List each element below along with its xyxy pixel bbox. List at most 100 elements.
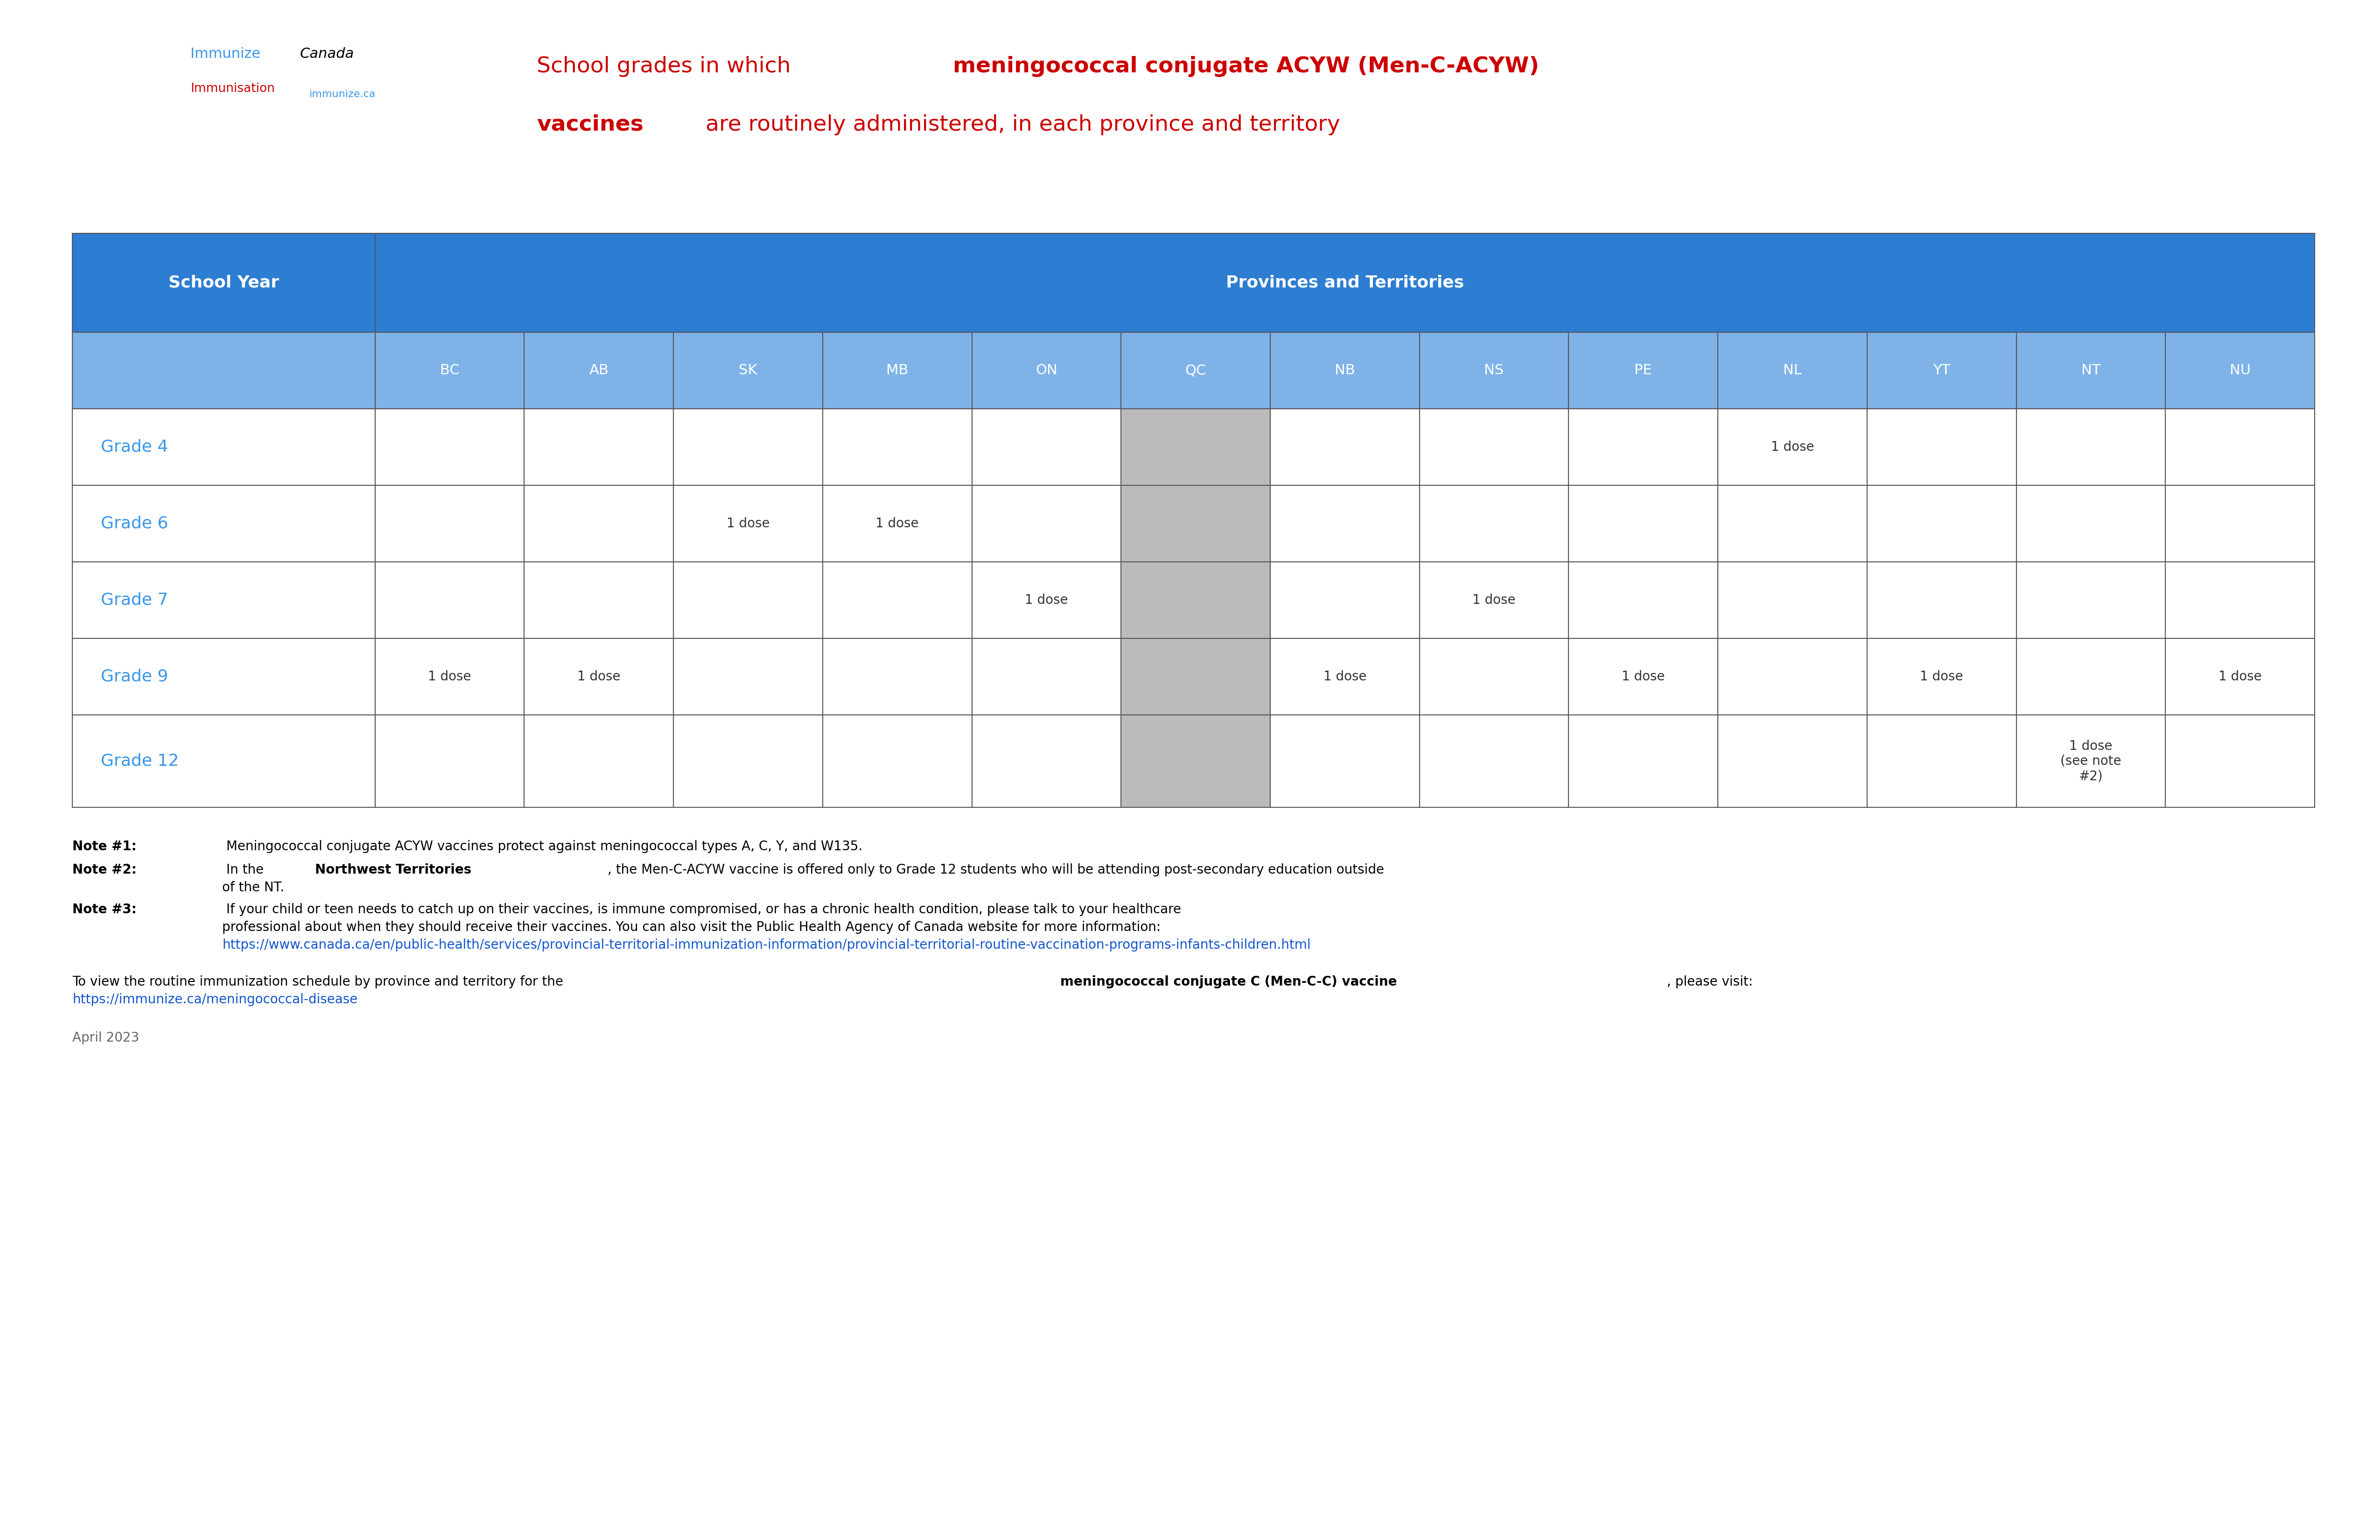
- Bar: [1271, 562, 1418, 638]
- Bar: [524, 715, 674, 807]
- Text: NT: NT: [2080, 363, 2102, 377]
- Bar: [971, 715, 1121, 807]
- Bar: [1568, 638, 1718, 715]
- Bar: [524, 485, 674, 562]
- Bar: [1418, 715, 1568, 807]
- Bar: [2016, 638, 2166, 715]
- Bar: [376, 333, 524, 408]
- Bar: [971, 333, 1121, 408]
- Bar: [1866, 638, 2016, 715]
- Text: , the Men-C-ACYW vaccine is offered only to Grade 12 students who will be attend: , the Men-C-ACYW vaccine is offered only…: [607, 864, 1385, 876]
- Bar: [71, 485, 376, 562]
- Bar: [1271, 333, 1418, 408]
- Bar: [1271, 485, 1418, 562]
- Bar: [1271, 408, 1418, 485]
- Text: 1 dose: 1 dose: [876, 517, 919, 530]
- Text: 1 dose: 1 dose: [578, 670, 621, 684]
- Bar: [1568, 485, 1718, 562]
- Text: School Year: School Year: [169, 274, 278, 291]
- Bar: [1866, 562, 2016, 638]
- Text: PE: PE: [1635, 363, 1652, 377]
- Text: Grade 6: Grade 6: [100, 516, 169, 531]
- Text: 1 dose: 1 dose: [1771, 440, 1814, 453]
- Text: , please visit:: , please visit:: [1666, 975, 1752, 989]
- Bar: [971, 408, 1121, 485]
- Text: Note #3:: Note #3:: [71, 902, 136, 916]
- Bar: [1718, 638, 1866, 715]
- Text: School grades in which: School grades in which: [536, 55, 797, 77]
- Bar: [1866, 715, 2016, 807]
- Bar: [71, 638, 376, 715]
- Bar: [71, 333, 376, 408]
- Bar: [71, 408, 376, 485]
- Bar: [1121, 638, 1271, 715]
- Text: AB: AB: [590, 363, 609, 377]
- Bar: [1121, 715, 1271, 807]
- Bar: [524, 408, 674, 485]
- Bar: [71, 562, 376, 638]
- Bar: [823, 715, 971, 807]
- Bar: [2016, 333, 2166, 408]
- Text: 1 dose
(see note
#2): 1 dose (see note #2): [2061, 739, 2121, 782]
- Text: https://immunize.ca/meningococcal-disease: https://immunize.ca/meningococcal-diseas…: [71, 993, 357, 1006]
- Text: immunize.ca: immunize.ca: [309, 89, 376, 99]
- Text: Grade 7: Grade 7: [100, 591, 169, 608]
- Text: 1 dose: 1 dose: [726, 517, 769, 530]
- Bar: [1866, 408, 2016, 485]
- Bar: [2166, 715, 2316, 807]
- Bar: [524, 562, 674, 638]
- Text: 1 dose: 1 dose: [1921, 670, 1963, 684]
- Bar: [524, 638, 674, 715]
- Text: QC: QC: [1185, 363, 1207, 377]
- Bar: [2016, 485, 2166, 562]
- Bar: [1271, 638, 1418, 715]
- Bar: [1121, 333, 1271, 408]
- Bar: [971, 485, 1121, 562]
- Text: https://www.canada.ca/en/public-health/services/provincial-territorial-immunizat: https://www.canada.ca/en/public-health/s…: [221, 938, 1311, 952]
- Bar: [2166, 485, 2316, 562]
- Text: NU: NU: [2230, 363, 2251, 377]
- Bar: [1866, 485, 2016, 562]
- Text: Meningococcal conjugate ACYW vaccines protect against meningococcal types A, C, : Meningococcal conjugate ACYW vaccines pr…: [221, 839, 862, 853]
- Text: professional about when they should receive their vaccines. You can also visit t: professional about when they should rece…: [221, 921, 1161, 933]
- Bar: [2166, 333, 2316, 408]
- Bar: [1121, 485, 1271, 562]
- Bar: [823, 485, 971, 562]
- Bar: [2166, 562, 2316, 638]
- Bar: [2016, 408, 2166, 485]
- Text: 1 dose: 1 dose: [1323, 670, 1366, 684]
- Bar: [1718, 485, 1866, 562]
- Bar: [376, 715, 524, 807]
- Bar: [1418, 333, 1568, 408]
- Bar: [1121, 562, 1271, 638]
- Text: 1 dose: 1 dose: [1621, 670, 1666, 684]
- Text: Note #1:: Note #1:: [71, 839, 136, 853]
- Bar: [376, 485, 524, 562]
- Bar: [2166, 638, 2316, 715]
- Text: 1 dose: 1 dose: [1473, 593, 1516, 607]
- Text: Immunisation: Immunisation: [190, 83, 274, 94]
- Bar: [674, 638, 823, 715]
- Bar: [674, 408, 823, 485]
- Text: NB: NB: [1335, 363, 1354, 377]
- Bar: [674, 562, 823, 638]
- Text: Canada: Canada: [300, 48, 355, 60]
- Text: If your child or teen needs to catch up on their vaccines, is immune compromised: If your child or teen needs to catch up …: [221, 902, 1180, 916]
- Bar: [1718, 715, 1866, 807]
- Text: 1 dose: 1 dose: [2218, 670, 2261, 684]
- Text: Grade 9: Grade 9: [100, 668, 169, 684]
- Bar: [823, 408, 971, 485]
- Bar: [1866, 333, 2016, 408]
- Bar: [1418, 638, 1568, 715]
- Bar: [71, 234, 376, 333]
- Bar: [823, 333, 971, 408]
- Bar: [1271, 715, 1418, 807]
- Bar: [376, 562, 524, 638]
- Bar: [823, 562, 971, 638]
- Bar: [2016, 562, 2166, 638]
- Bar: [1418, 562, 1568, 638]
- Bar: [674, 333, 823, 408]
- Bar: [376, 638, 524, 715]
- Text: NL: NL: [1783, 363, 1802, 377]
- Text: Grade 12: Grade 12: [100, 753, 178, 768]
